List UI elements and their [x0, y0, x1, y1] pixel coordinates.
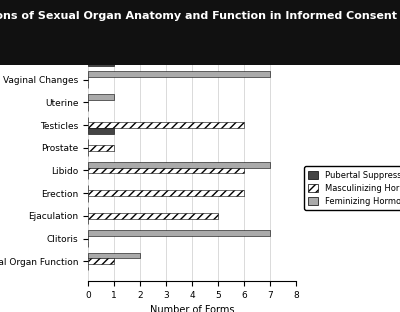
Bar	[88, 258, 114, 264]
Text: Mentions of Sexual Organ Anatomy and Function in Informed Consent Forms: Mentions of Sexual Organ Anatomy and Fun…	[0, 11, 400, 21]
Bar	[88, 190, 244, 196]
Bar	[88, 230, 270, 236]
Legend: Pubertal Suppression Forms, Masculinizing Hormone Forms, Feminizing Hormone Form: Pubertal Suppression Forms, Masculinizin…	[304, 167, 400, 210]
Bar	[88, 162, 270, 168]
Bar	[88, 128, 114, 134]
Bar	[88, 213, 218, 219]
Bar	[88, 60, 114, 66]
Bar	[88, 253, 140, 258]
Bar	[88, 94, 114, 100]
Bar	[88, 71, 270, 77]
Bar	[88, 122, 244, 128]
X-axis label: Number of Forms: Number of Forms	[150, 305, 234, 312]
Bar	[88, 145, 114, 151]
Bar	[88, 168, 244, 173]
